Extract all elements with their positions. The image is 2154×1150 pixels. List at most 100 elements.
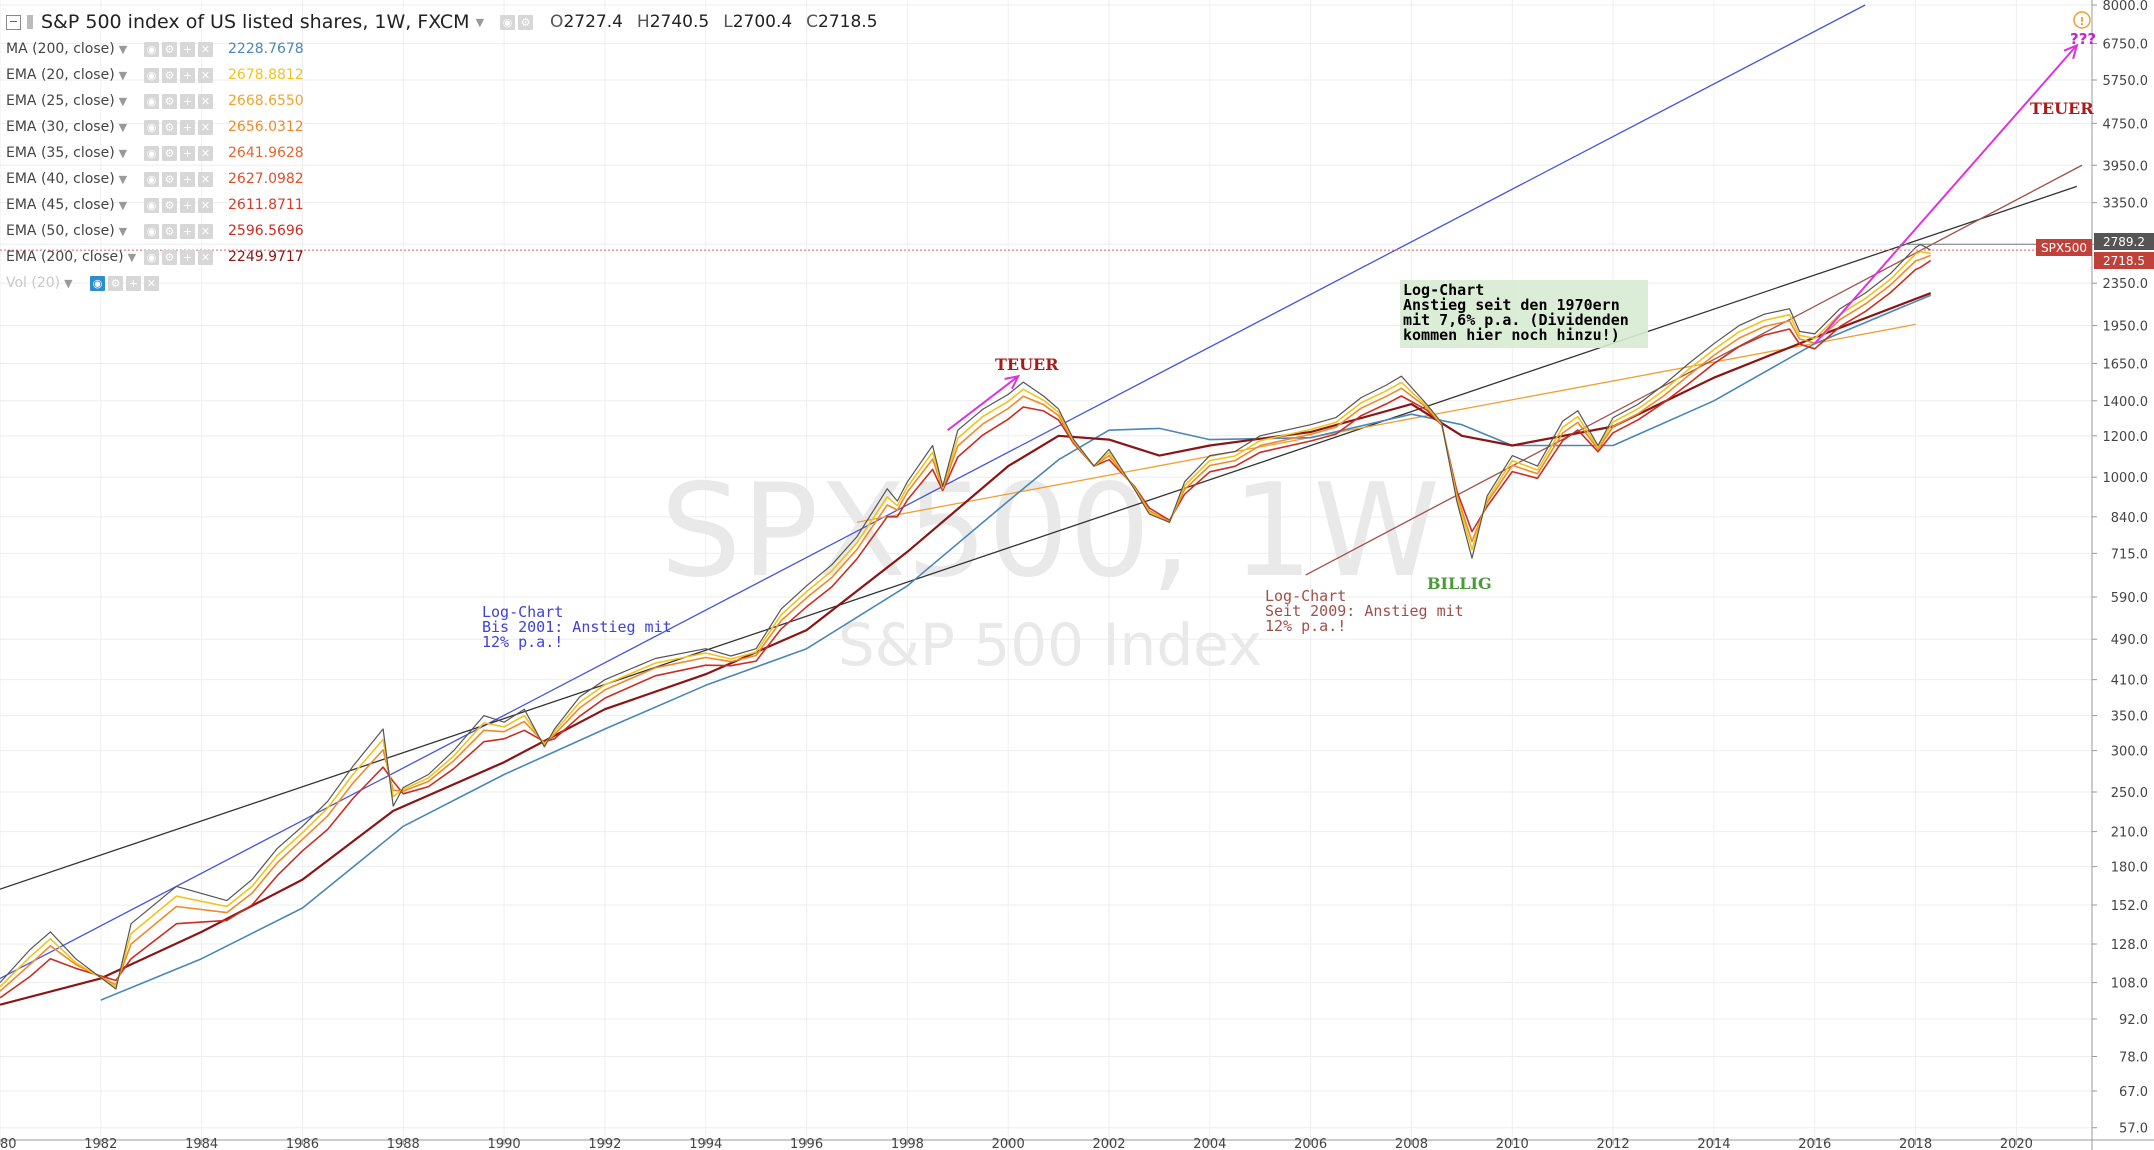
indicator-row[interactable]: MA (200, close) ▼ ◉ ⚙ + ✕ 2228.7678 — [6, 36, 878, 62]
indicator-dropdown-icon[interactable]: ▼ — [118, 69, 128, 82]
indicator-value: 2249.9717 — [228, 249, 304, 265]
indicator-dropdown-icon[interactable]: ▼ — [118, 121, 128, 134]
close-icon[interactable]: ✕ — [198, 68, 213, 83]
indicator-dropdown-icon[interactable]: ▼ — [118, 173, 128, 186]
add-icon[interactable]: + — [180, 198, 195, 213]
indicator-name[interactable]: EMA (200, close) ▼ — [6, 249, 137, 265]
eye-icon[interactable]: ◉ — [144, 42, 159, 57]
gear-icon[interactable]: ⚙ — [518, 14, 534, 30]
gear-icon[interactable]: ⚙ — [162, 120, 177, 135]
indicator-name[interactable]: MA (200, close) ▼ — [6, 41, 128, 57]
indicator-name[interactable]: EMA (30, close) ▼ — [6, 119, 128, 135]
indicator-name[interactable]: EMA (35, close) ▼ — [6, 145, 128, 161]
eye-icon[interactable]: ◉ — [144, 146, 159, 161]
price-tick-label: 840.0 — [2111, 511, 2148, 526]
gear-icon[interactable]: ⚙ — [162, 250, 177, 265]
eye-icon[interactable]: ◉ — [144, 120, 159, 135]
gear-icon[interactable]: ⚙ — [162, 224, 177, 239]
close-icon[interactable]: ✕ — [198, 198, 213, 213]
brown-trend[interactable] — [1305, 164, 2083, 576]
indicator-row[interactable]: EMA (45, close) ▼ ◉ ⚙ + ✕ 2611.8711 — [6, 192, 878, 218]
close-icon[interactable]: ✕ — [198, 42, 213, 57]
chart-title[interactable]: S&P 500 index of US listed shares, 1W, F… — [41, 11, 470, 33]
close-icon[interactable]: ✕ — [198, 146, 213, 161]
time-tick-label: 1992 — [588, 1137, 621, 1150]
price-tick-label: 3350.0 — [2103, 197, 2149, 212]
eye-icon[interactable]: ◉ — [144, 94, 159, 109]
close-icon[interactable]: ✕ — [198, 120, 213, 135]
add-icon[interactable]: + — [180, 68, 195, 83]
note-brown-line-1: Log-Chart — [1265, 587, 1346, 605]
black-trend[interactable] — [0, 185, 2078, 890]
indicator-value: 2611.8711 — [228, 197, 304, 213]
close-icon[interactable]: ✕ — [198, 94, 213, 109]
eye-icon[interactable]: ◉ — [144, 172, 159, 187]
gear-icon[interactable]: ⚙ — [162, 68, 177, 83]
close-icon[interactable]: ✕ — [198, 250, 213, 265]
symbol-icon — [27, 15, 33, 29]
eye-icon[interactable]: ◉ — [144, 250, 159, 265]
eye-icon[interactable]: ◉ — [144, 224, 159, 239]
add-icon[interactable]: + — [180, 172, 195, 187]
indicator-dropdown-icon[interactable]: ▼ — [127, 251, 137, 264]
blue-trend[interactable] — [0, 4, 1866, 980]
close-icon[interactable]: ✕ — [198, 224, 213, 239]
indicator-dropdown-icon[interactable]: ▼ — [118, 199, 128, 212]
time-tick-label: 2008 — [1395, 1137, 1428, 1150]
indicator-row[interactable]: EMA (50, close) ▼ ◉ ⚙ + ✕ 2596.5696 — [6, 218, 878, 244]
high-price-tag-text: 2789.2 — [2103, 235, 2145, 249]
indicator-name[interactable]: EMA (40, close) ▼ — [6, 171, 128, 187]
add-icon[interactable]: + — [180, 146, 195, 161]
magenta-arrow-2000[interactable] — [947, 375, 1019, 431]
indicator-name[interactable]: Vol (20) ▼ — [6, 275, 73, 291]
indicator-dropdown-icon[interactable]: ▼ — [118, 225, 128, 238]
add-icon[interactable]: + — [180, 250, 195, 265]
alert-icon-mark: ! — [2079, 15, 2084, 28]
gear-icon[interactable]: ⚙ — [162, 198, 177, 213]
indicator-row[interactable]: EMA (20, close) ▼ ◉ ⚙ + ✕ 2678.8812 — [6, 62, 878, 88]
close-icon[interactable]: ✕ — [144, 276, 159, 291]
gear-icon[interactable]: ⚙ — [162, 146, 177, 161]
collapse-icon[interactable]: − — [6, 14, 21, 30]
indicator-dropdown-icon[interactable]: ▼ — [118, 43, 128, 56]
add-icon[interactable]: + — [180, 42, 195, 57]
eye-icon[interactable]: ◉ — [144, 198, 159, 213]
alert-icon[interactable] — [2073, 11, 2091, 29]
gear-icon[interactable]: ⚙ — [108, 276, 123, 291]
price-tick-label: 1000.0 — [2103, 471, 2149, 486]
add-icon[interactable]: + — [180, 120, 195, 135]
indicator-row[interactable]: EMA (25, close) ▼ ◉ ⚙ + ✕ 2668.6550 — [6, 88, 878, 114]
eye-icon[interactable]: ◉ — [144, 68, 159, 83]
add-icon[interactable]: + — [180, 224, 195, 239]
eye-icon[interactable]: ◉ — [90, 276, 105, 291]
note-blue-line-2: Bis 2001: Anstieg mit — [482, 618, 672, 636]
indicator-name[interactable]: EMA (50, close) ▼ — [6, 223, 128, 239]
gear-icon[interactable]: ⚙ — [162, 94, 177, 109]
add-icon[interactable]: + — [180, 94, 195, 109]
orange-trend[interactable] — [856, 323, 1916, 523]
eye-icon[interactable]: ◉ — [500, 14, 516, 30]
indicator-name[interactable]: EMA (25, close) ▼ — [6, 93, 128, 109]
close-icon[interactable]: ✕ — [198, 172, 213, 187]
indicator-row[interactable]: EMA (35, close) ▼ ◉ ⚙ + ✕ 2641.9628 — [6, 140, 878, 166]
ohlc-open: O2727.4 — [550, 12, 623, 32]
indicator-row[interactable]: EMA (40, close) ▼ ◉ ⚙ + ✕ 2627.0982 — [6, 166, 878, 192]
indicator-row[interactable]: EMA (200, close) ▼ ◉ ⚙ + ✕ 2249.9717 — [6, 244, 878, 270]
indicator-name[interactable]: EMA (45, close) ▼ — [6, 197, 128, 213]
note-box-line-3: mit 7,6% p.a. (Dividenden — [1403, 311, 1629, 329]
price-tick-label: 210.0 — [2111, 826, 2148, 841]
indicator-row[interactable]: EMA (30, close) ▼ ◉ ⚙ + ✕ 2656.0312 — [6, 114, 878, 140]
gear-icon[interactable]: ⚙ — [162, 42, 177, 57]
indicator-dropdown-icon[interactable]: ▼ — [118, 147, 128, 160]
add-icon[interactable]: + — [126, 276, 141, 291]
ohlc-close: C2718.5 — [806, 12, 878, 32]
magenta-arrow-2018[interactable] — [1813, 44, 2078, 345]
indicator-row-volume[interactable]: Vol (20) ▼ ◉ ⚙ + ✕ — [6, 270, 878, 296]
indicator-dropdown-icon[interactable]: ▼ — [118, 95, 128, 108]
indicator-name[interactable]: EMA (20, close) ▼ — [6, 67, 128, 83]
gear-icon[interactable]: ⚙ — [162, 172, 177, 187]
price-axis[interactable]: 8000.0 6750.0 5750.0 4750.0 3950.0 3350.0 2789… — [2091, 0, 2154, 1150]
time-axis[interactable]: 1980 1982 1984 1986 1988 1990 1992 1994 1996 1998… — [0, 1137, 2154, 1150]
title-dropdown-icon[interactable]: ▼ — [475, 15, 485, 29]
